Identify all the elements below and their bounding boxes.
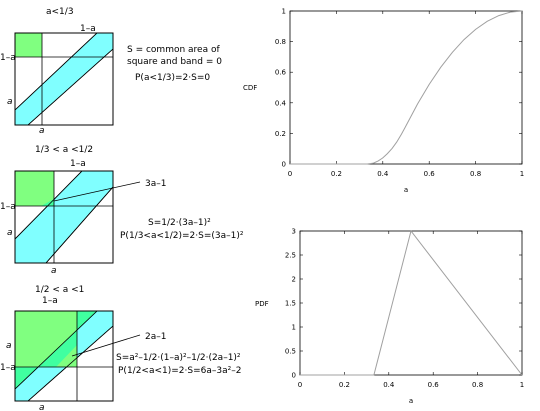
panel-3-bottom-label: a	[39, 403, 45, 411]
panel-1-square	[15, 33, 42, 57]
pdf-y-tick-label: 2.5	[285, 252, 296, 260]
pdf-x-tick-label: 0.8	[472, 381, 483, 389]
cdf-x-axis-label: a	[404, 186, 408, 194]
cdf-y-axis-label: CDF	[243, 84, 257, 92]
panel-2-left-label: a	[7, 228, 13, 238]
pdf-y-tick-label: 2	[292, 276, 296, 284]
cdf-y-tick-label: 0.2	[275, 130, 286, 138]
pdf-x-tick-label: 0.2	[339, 381, 350, 389]
panel-2-overlap	[15, 199, 54, 206]
panel-1-frame	[14, 32, 114, 126]
pdf-x-axis-label: a	[409, 397, 413, 405]
pdf-chart: 0 0.2 0.4 0.6 0.8 1 0 0.5 1 1.5 2 2.5 3 a PDF	[255, 228, 524, 406]
pdf-y-tick-label: 0.5	[285, 348, 296, 356]
cdf-y-tick-label: 0.8	[275, 38, 286, 46]
panel-3-area: S=a²–1/2·(1–a)²–1/2·(2a–1)²	[116, 353, 241, 363]
panel-1-left-top-label: 1–a	[0, 53, 16, 63]
pdf-y-tick-label: 1.5	[285, 300, 296, 308]
cdf-y-tick-label: 0	[282, 161, 286, 169]
pdf-x-tick-label: 1	[520, 381, 524, 389]
cdf-y-tick-label: 0.6	[275, 69, 287, 77]
panel-1-bottom-label: a	[39, 126, 45, 136]
panel-2-frame	[14, 170, 114, 264]
panel-3-callout-line	[71, 334, 141, 357]
panel-1-note-line2: square and band = 0	[127, 57, 222, 67]
panel-2-area: S=1/2·(3a–1)²	[148, 218, 211, 228]
cdf-x-tick-label: 0.6	[424, 170, 436, 178]
panel-2-probability: P(1/3<a<1/2)=2·S=(3a–1)²	[120, 231, 244, 241]
panel-2-callout: 3a–1	[145, 179, 166, 189]
panel-3: 1/2 < a <1 1–a a 1–a a 2a–1 S=a²–1/2·(1–…	[0, 285, 241, 411]
cdf-x-tick-label: 1	[520, 170, 524, 178]
cdf-x-tick-label: 0.8	[470, 170, 481, 178]
cdf-y-tick-label: 1	[282, 8, 286, 16]
cdf-plot-frame	[289, 10, 523, 165]
pdf-y-tick-label: 1	[292, 324, 296, 332]
panel-2-square	[15, 171, 54, 206]
panel-3-title: 1/2 < a <1	[35, 285, 84, 295]
panel-1-band	[15, 33, 113, 125]
pdf-series-line	[300, 229, 523, 376]
panel-2-band	[15, 171, 113, 263]
cdf-x-tick-label: 0.4	[377, 170, 389, 178]
pdf-y-tick-label: 3	[292, 228, 296, 236]
panel-2-left-top-label: 1–a	[0, 202, 16, 212]
pdf-x-tick-label: 0.4	[383, 381, 395, 389]
panel-1-top-label: 1–a	[80, 24, 96, 34]
panel-3-probability: P(1/2<a<1)=2·S=6a–3a²–2	[118, 366, 241, 376]
cdf-y-tick-label: 0.4	[275, 99, 287, 107]
cdf-series-line	[290, 10, 523, 165]
panel-2-top-label: 1–a	[70, 159, 86, 169]
cdf-x-tick-label: 0.2	[331, 170, 342, 178]
pdf-x-tick-label: 0.6	[428, 381, 440, 389]
panel-2-bottom-label: a	[51, 266, 57, 276]
panel-2-callout-line	[53, 181, 141, 202]
cdf-x-tick-label: 0	[288, 170, 292, 178]
pdf-y-axis-label: PDF	[255, 300, 269, 308]
pdf-y-tick-label: 0	[292, 372, 296, 380]
panel-1-note-line1: S = common area of	[127, 45, 220, 55]
pdf-x-tick-label: 0	[298, 381, 302, 389]
panel-3-left-top-label: a	[6, 341, 12, 351]
panel-3-callout: 2a–1	[145, 332, 166, 342]
panel-1-probability: P(a<1/3)=2·S=0	[135, 73, 210, 83]
panel-1-left-label: a	[7, 97, 13, 107]
panel-2-title: 1/3 < a <1/2	[35, 145, 93, 155]
cdf-chart: 0 0.2 0.4 0.6 0.8 1 0 0.2 0.4 0.6 0.8 1 a CDF	[243, 8, 524, 195]
pdf-plot-frame	[299, 230, 523, 376]
panel-1: a<1/3 1–a 1–a a a S = common area of squ…	[0, 7, 222, 136]
panel-3-frame	[14, 310, 114, 402]
panel-3-left-label: 1–a	[0, 363, 16, 373]
panel-3-square	[15, 311, 77, 367]
panel-2: 1/3 < a <1/2 1–a 1–a a a 3a–1 S=1/2·(3a–…	[0, 145, 244, 276]
panel-3-top-label: 1–a	[42, 296, 58, 306]
panel-1-title: a<1/3	[46, 7, 74, 17]
